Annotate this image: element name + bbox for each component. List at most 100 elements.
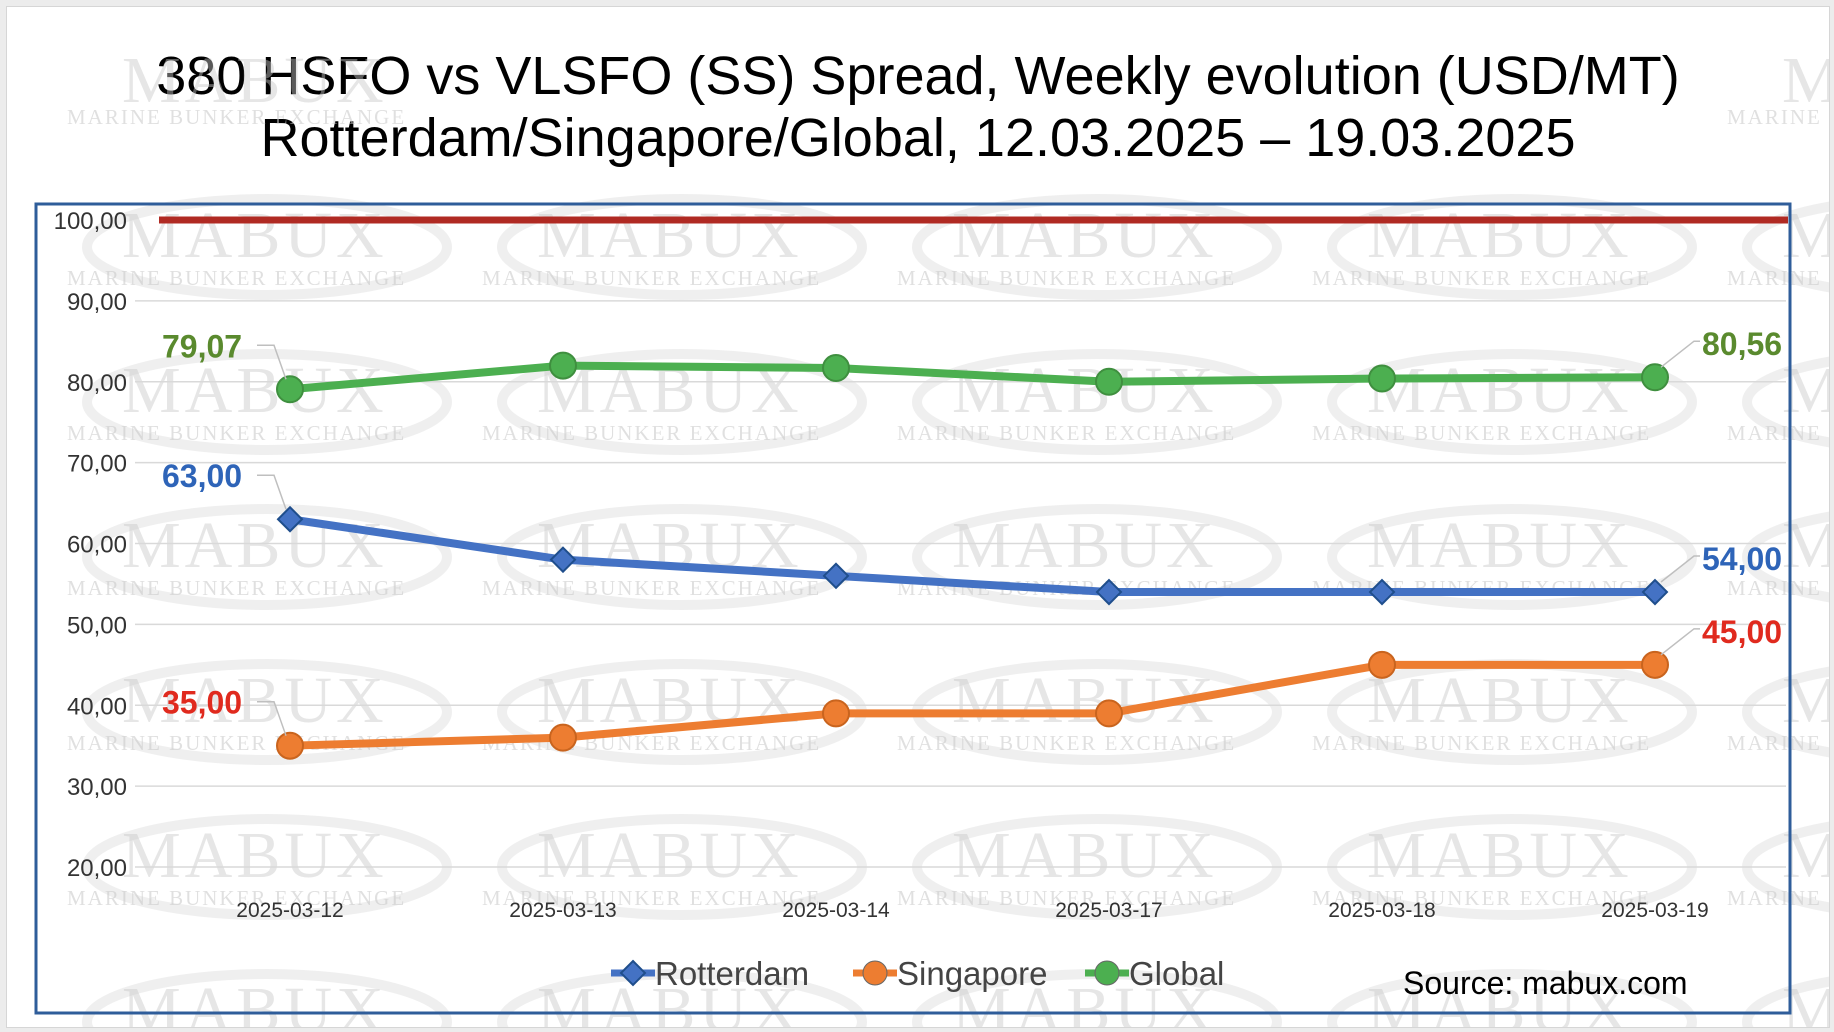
y-tick-label: 80,00 [67,370,127,397]
data-label-layer: 63,00 54,00 35,00 45,00 79,07 80,56 [162,326,1782,736]
watermark-swoosh [912,194,1282,300]
data-point-singapore [276,731,304,760]
leader-line [1660,555,1700,583]
y-tick-label: 60,00 [67,532,127,559]
y-tick-label: 90,00 [67,289,127,316]
watermark-brand: MABUX [122,819,388,892]
series-line-rotterdam [289,515,1655,597]
data-point-rotterdam [822,562,850,590]
leader-line [1660,628,1700,656]
watermark-swoosh [82,504,452,610]
chart-subtitle: Rotterdam/Singapore/Global, 12.03.2025 –… [260,108,1576,168]
x-tick-label: 2025-03-18 [1328,899,1435,922]
watermark-brand: MABUX [537,974,803,1027]
watermark-brand: MABUX [122,974,388,1027]
data-point-rotterdam [276,505,304,533]
watermark-tagline: MARINE BUNKER EXCHANGE [1312,421,1651,445]
watermark-swoosh [82,659,452,765]
watermark-tagline: MARINE BUNKER EXCHANGE [897,421,1236,445]
legend-marker-circle [1094,960,1120,986]
y-tick-label: 40,00 [67,693,127,720]
data-point-global [1368,364,1396,393]
y-tick-label: 30,00 [67,774,127,801]
chart-title: 380 HSFO vs VLSFO (SS) Spread, Weekly ev… [156,46,1680,106]
data-point-rotterdam [1641,578,1669,606]
x-tick-label: 2025-03-19 [1601,899,1708,922]
watermark-brand: MABUX [1367,664,1633,737]
watermark-tagline: MARINE BUNKER EXCHANGE [67,421,406,445]
leader-line [1660,340,1700,368]
x-axis: 2025-03-12 2025-03-13 2025-03-14 2025-03-17… [236,899,1708,922]
data-point-rotterdam [1095,578,1123,606]
watermark-swoosh [1742,511,1829,603]
data-point-global [276,375,304,404]
watermark-tagline: MARINE BUNKER EXCHANGE [1312,266,1651,290]
watermark-tagline: MARINE BUNKER EXCHANGE [67,886,406,910]
watermark-tagline: MARINE BUNKER EXCHANGE [1727,576,1829,600]
y-tick-label: 20,00 [67,855,127,882]
data-point-singapore [1095,699,1123,728]
data-label-last-singapore: 45,00 [1702,614,1782,650]
data-point-global [1095,367,1123,396]
watermark-brand: MABUX [1367,354,1633,427]
data-point-global [822,354,850,383]
watermark-swoosh [912,504,1282,610]
watermark-tagline: MARINE BUNKER EXCHANGE [1727,886,1829,910]
leader-line [257,344,287,380]
plot-frame [34,202,1792,1015]
watermark-tagline: MARINE BUNKER EXCHANGE [1727,105,1829,129]
data-label-last-rotterdam: 54,00 [1702,541,1782,577]
watermark-swoosh [1327,969,1697,1027]
data-point-global [549,351,577,380]
watermark-tagline: MARINE BUNKER EXCHANGE [482,266,821,290]
watermark-tagline: MARINE BUNKER EXCHANGE [897,731,1236,755]
chart-legend: Rotterdam Singapore Global [611,955,1224,992]
watermark-brand: MABUX [122,354,388,427]
leader-line [257,700,287,736]
watermark-tagline: MARINE BUNKER EXCHANGE [1727,731,1829,755]
legend-label-rotterdam: Rotterdam [655,955,809,992]
watermark-brand: MABUX [122,664,388,737]
watermark-swoosh [1327,194,1697,300]
watermark-brand: MABUX [1782,44,1829,117]
watermark-swoosh [1742,976,1829,1027]
watermark-tagline: MARINE BUNKER EXCHANGE [1312,731,1651,755]
watermark-tagline: MARINE BUNKER EXCHANGE [1312,576,1651,600]
watermark-tagline: MARINE BUNKER EXCHANGE [1312,886,1651,910]
x-tick-label: 2025-03-12 [236,899,343,922]
source-note: Source: mabux.com [1403,965,1688,1001]
watermark-tagline: MARINE BUNKER EXCHANGE [67,576,406,600]
watermark-tagline: MARINE BUNKER EXCHANGE [1727,266,1829,290]
data-point-singapore [822,699,850,728]
watermark-swoosh [82,969,452,1027]
watermark-swoosh [1742,201,1829,293]
y-tick-label: 50,00 [67,612,127,639]
watermark-swoosh [497,504,867,610]
watermark-tagline: MARINE BUNKER EXCHANGE [482,886,821,910]
watermark-brand: MABUX [537,199,803,272]
watermark-brand: MABUX [1367,819,1633,892]
watermark-tagline: MARINE BUNKER EXCHANGE [482,421,821,445]
data-label-first-global: 79,07 [162,328,242,364]
series-layer [276,351,1669,760]
watermark-brand: MABUX [952,354,1218,427]
watermark-brand: MABUX [1367,509,1633,582]
x-tick-label: 2025-03-13 [509,899,616,922]
y-tick-label: 70,00 [67,451,127,478]
watermark-brand: MABUX [952,819,1218,892]
watermark-tagline: MARINE BUNKER EXCHANGE [67,266,406,290]
watermark-swoosh [1327,349,1697,455]
watermark-swoosh [82,194,452,300]
watermark-tagline: MARINE BUNKER EXCHANGE [1727,421,1829,445]
data-point-rotterdam [549,546,577,574]
watermark-swoosh [497,969,867,1027]
watermark-swoosh [912,349,1282,455]
data-point-rotterdam [1368,578,1396,606]
legend-marker-diamond [619,959,647,987]
watermark-brand: MABUX [1367,199,1633,272]
legend-marker-circle [862,960,888,986]
watermark-brand: MABUX [1367,974,1633,1027]
data-point-singapore [1368,650,1396,679]
watermark-brand: MABUX [122,199,388,272]
